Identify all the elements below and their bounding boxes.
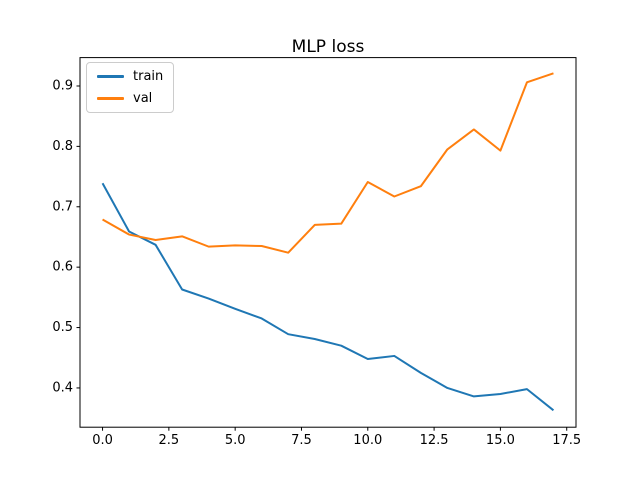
x-tick-label: 12.5 <box>420 433 449 448</box>
x-tick-label: 17.5 <box>552 433 581 448</box>
x-tick-label: 10.0 <box>353 433 382 448</box>
y-tick-label: 0.9 <box>52 78 73 93</box>
x-tick-label: 0.0 <box>92 433 113 448</box>
train-line-swatch <box>97 75 124 78</box>
y-tick-label: 0.4 <box>52 380 73 395</box>
y-tick-label: 0.7 <box>52 199 73 214</box>
legend-item-val: val <box>97 92 163 105</box>
legend: train val <box>86 62 175 113</box>
legend-label-val: val <box>133 91 153 106</box>
y-tick-label: 0.5 <box>52 320 73 335</box>
y-tick-label: 0.6 <box>52 260 73 275</box>
x-tick-label: 5.0 <box>225 433 246 448</box>
train-line <box>101 182 555 412</box>
val-line <box>102 72 554 254</box>
legend-label-train: train <box>133 69 164 84</box>
x-tick-label: 15.0 <box>486 433 515 448</box>
x-tick-label: 2.5 <box>159 433 180 448</box>
legend-item-train: train <box>97 70 163 83</box>
chart-title: MLP loss <box>291 37 365 57</box>
val-line-swatch <box>97 97 124 100</box>
axes-frame <box>79 57 577 428</box>
x-tick-label: 7.5 <box>291 433 312 448</box>
y-tick-label: 0.8 <box>52 139 73 154</box>
